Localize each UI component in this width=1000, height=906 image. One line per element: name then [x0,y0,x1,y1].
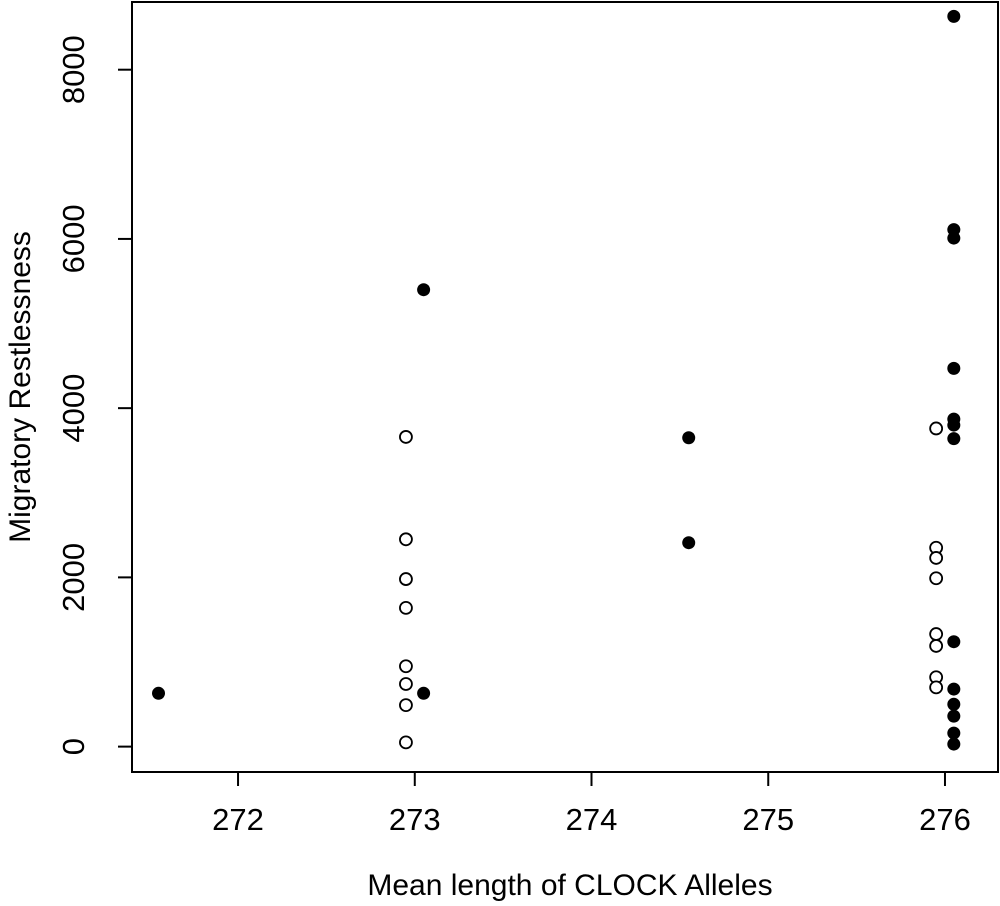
filled-point [682,536,696,550]
open-point [929,680,944,695]
open-point [399,677,413,691]
filled-point [947,635,961,649]
filled-point [947,709,961,723]
filled-point [682,431,696,445]
open-point [929,551,944,565]
open-point [929,421,944,436]
x-tick-label: 273 [389,802,441,837]
open-point [399,430,413,444]
x-axis-title: Mean length of CLOCK Alleles [367,869,772,902]
filled-point [947,682,961,696]
x-tick-label: 274 [566,802,618,837]
filled-point [947,726,961,740]
filled-point [947,432,961,446]
y-tick-label: 2000 [56,543,91,612]
x-tick-label: 275 [742,802,794,837]
y-tick-label: 6000 [56,204,91,273]
y-tick-label: 0 [56,738,91,755]
x-axis: 272 273 274 275 276 [212,771,971,837]
filled-point [417,686,431,700]
open-point [929,571,944,586]
filled-point [152,686,166,700]
open-point [399,698,413,713]
y-tick-label: 8000 [56,35,91,104]
open-point [399,735,413,750]
plot-frame [131,1,999,773]
open-point [399,600,413,615]
open-point [399,572,413,586]
filled-point [947,361,961,375]
data-points [152,9,961,751]
open-point [399,532,413,547]
filled-point [417,283,431,297]
filled-point [947,231,961,245]
filled-point [947,697,961,711]
y-axis: 0 2000 4000 6000 8000 [56,35,133,755]
y-tick-label: 4000 [56,374,91,443]
filled-point [947,418,961,432]
x-tick-label: 272 [212,802,264,837]
x-tick-label: 276 [919,802,971,837]
filled-point [947,737,961,751]
open-point [929,627,944,641]
filled-point [947,9,961,23]
open-point [929,639,944,653]
y-axis-title: Migratory Restlessness [4,231,37,543]
open-point [399,659,413,674]
